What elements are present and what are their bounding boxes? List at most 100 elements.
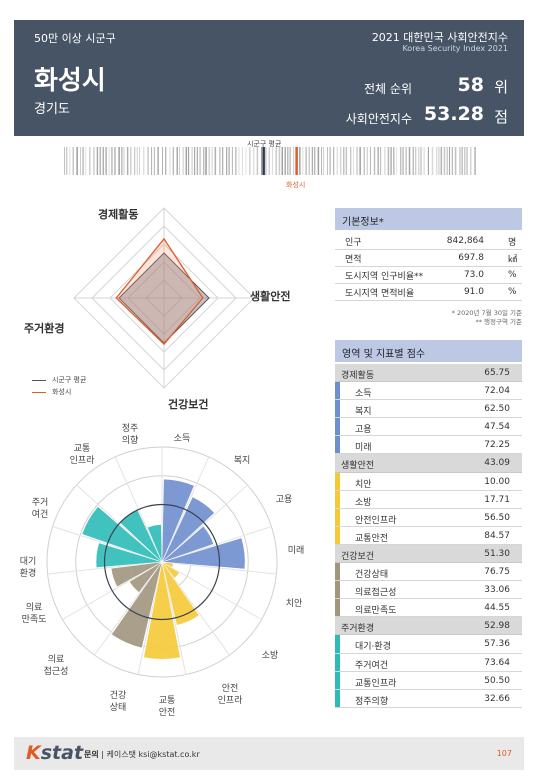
kstat-logo: Kstat <box>26 742 83 764</box>
strip-tick <box>89 147 91 175</box>
strip-tick <box>281 147 284 175</box>
strip-tick <box>222 147 224 175</box>
score-label: 주거여건 <box>355 660 389 671</box>
index-label: 사회안전지수 <box>345 112 412 126</box>
strip-tick <box>226 147 228 175</box>
score-label: 소방 <box>355 497 372 508</box>
basic-label: 면적 <box>345 254 362 265</box>
strip-tick <box>241 147 243 175</box>
strip-tick <box>76 147 78 175</box>
polar-label-income: 소득 <box>173 434 191 444</box>
strip-tick <box>136 147 138 175</box>
strip-tick <box>194 147 196 175</box>
strip-tick <box>182 147 185 175</box>
strip-tick <box>359 147 361 175</box>
strip-tick <box>366 147 368 175</box>
strip-tick <box>435 147 438 175</box>
strip-tick <box>449 147 451 175</box>
score-label: 소득 <box>355 389 372 400</box>
strip-tick <box>211 147 213 175</box>
strip-tick <box>454 147 457 175</box>
polar-wedge <box>161 478 195 563</box>
basic-info-table: 인구 842,864 명 면적 697.8 ㎢ 도시지역 인구비율** 73.0… <box>335 233 522 301</box>
legend-city: 화성시 <box>32 387 71 397</box>
basic-info-title: 기본정보* <box>335 208 522 230</box>
footer: Kstat 문의 | 케이스탯 ksi@kstat.co.kr 107 <box>14 737 524 770</box>
strip-tick <box>431 147 434 175</box>
domain-color-bar <box>335 508 340 526</box>
strip-tick <box>165 147 167 175</box>
score-value: 32.66 <box>484 693 510 704</box>
strip-tick <box>446 147 449 175</box>
score-label: 의료접근성 <box>355 588 397 599</box>
strip-tick <box>418 147 420 175</box>
score-value: 17.71 <box>484 494 510 505</box>
basic-value: 91.0 <box>463 287 484 297</box>
basic-row: 도시지역 면적비율 91.0 % <box>335 284 522 301</box>
index-unit: 점 <box>494 108 508 126</box>
score-group-row: 경제활동 65.75 <box>335 364 522 383</box>
strip-tick <box>72 147 74 175</box>
strip-tick <box>228 147 230 175</box>
strip-tick <box>126 147 129 175</box>
score-value: 51.30 <box>484 548 510 559</box>
polar-label-housing-cond: 주거 여건 <box>31 498 49 520</box>
strip-tick <box>461 147 463 175</box>
strip-city-marker <box>295 147 298 175</box>
page-number: 107 <box>496 749 512 758</box>
strip-tick <box>69 147 71 175</box>
legend-average: 시군구 평균 <box>32 375 86 385</box>
score-value: 43.09 <box>484 458 510 469</box>
strip-tick <box>289 147 291 175</box>
score-label: 의료만족도 <box>355 606 397 617</box>
strip-tick <box>308 147 310 175</box>
strip-tick <box>82 147 84 175</box>
rank-unit: 위 <box>494 78 508 96</box>
domain-color-bar <box>335 400 340 418</box>
score-group-row: 건강보건 51.30 <box>335 544 522 564</box>
strip-tick <box>105 147 107 175</box>
score-value: 44.55 <box>484 603 510 614</box>
strip-tick <box>352 147 354 175</box>
score-indicator-row: 안전인프라 56.50 <box>335 508 522 527</box>
score-value: 72.04 <box>484 386 510 397</box>
strip-tick <box>268 147 270 175</box>
legend-average-swatch <box>32 379 46 381</box>
score-indicator-row: 치안 10.00 <box>335 472 522 491</box>
logo-k: K <box>26 742 41 764</box>
score-indicator-row: 대기·환경 57.36 <box>335 635 522 654</box>
score-indicator-row: 의료만족도 44.55 <box>335 599 522 618</box>
strip-tick <box>64 147 65 175</box>
strip-tick <box>402 147 404 175</box>
domain-color-bar <box>335 671 340 689</box>
index-value: 53.28 <box>423 103 484 125</box>
strip-average-label: 시군구 평균 <box>247 140 282 148</box>
basic-label: 인구 <box>345 237 362 248</box>
strip-tick <box>256 147 259 175</box>
polar-average-ring <box>103 503 221 621</box>
strip-tick <box>311 147 313 175</box>
strip-tick <box>161 147 163 175</box>
strip-tick <box>470 147 472 175</box>
score-indicator-row: 소방 17.71 <box>335 490 522 509</box>
strip-tick <box>114 147 116 175</box>
strip-tick <box>199 147 201 175</box>
score-value: 10.00 <box>484 476 510 487</box>
strip-tick <box>317 147 320 175</box>
polar-label-health-status: 건강 상태 <box>109 691 127 713</box>
strip-tick <box>260 147 262 175</box>
logo-rest: stat <box>40 742 84 764</box>
score-value: 72.25 <box>484 440 510 451</box>
strip-tick <box>238 147 240 175</box>
score-label: 생활안전 <box>341 461 375 472</box>
strip-tick <box>363 147 365 175</box>
strip-tick <box>205 147 207 175</box>
strip-tick <box>466 147 468 175</box>
polar-wedge <box>95 542 163 568</box>
strip-tick <box>313 147 316 175</box>
city-name: 화성시 <box>34 66 106 96</box>
score-indicator-row: 교통안전 84.57 <box>335 526 522 545</box>
score-indicator-row: 복지 62.50 <box>335 400 522 419</box>
polar-label-medical-satisfaction: 의료 만족도 <box>21 603 47 625</box>
scores-table: 경제활동 65.75 소득 72.04 복지 62.50 고용 47.54 미래 72.25 생활안… <box>335 364 522 708</box>
